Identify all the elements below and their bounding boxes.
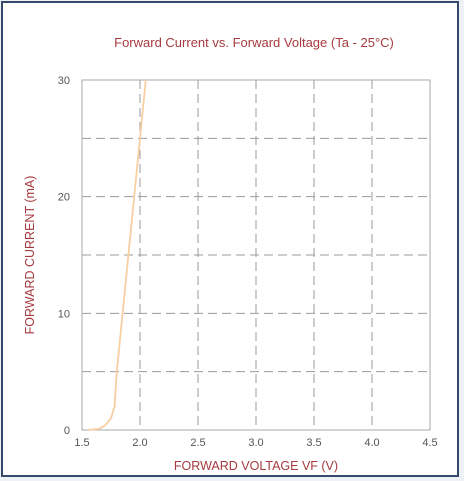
- plot-area-border: [81, 79, 431, 431]
- y-tick-label: 10: [58, 308, 70, 320]
- chart-frame: Forward Current vs. Forward Voltage (Ta …: [1, 1, 459, 477]
- grid: [82, 80, 430, 430]
- x-tick-label: 1.5: [74, 437, 89, 449]
- series-line: [87, 79, 147, 431]
- chart-title: Forward Current vs. Forward Voltage (Ta …: [114, 35, 394, 50]
- x-axis-label: FORWARD VOLTAGE VF (V): [174, 459, 338, 473]
- x-tick-label: 4.0: [364, 437, 379, 449]
- x-tick-label: 2.0: [132, 437, 147, 449]
- x-tick-label: 2.5: [190, 437, 205, 449]
- y-axis-label: FORWARD CURRENT (mA): [23, 176, 37, 335]
- y-tick-label: 0: [64, 425, 70, 437]
- x-tick-label: 3.0: [248, 437, 263, 449]
- y-tick-label: 30: [58, 75, 70, 87]
- x-tick-label: 3.5: [306, 437, 321, 449]
- y-tick-label: 20: [58, 192, 70, 204]
- x-tick-label: 4.5: [422, 437, 437, 449]
- series-layer: [87, 79, 147, 431]
- forward-current-chart: Forward Current vs. Forward Voltage (Ta …: [23, 35, 438, 473]
- tick-labels: 1.5 2.0 2.5 3.0 3.5 4.0 4.5 0 10 20 30: [58, 75, 438, 449]
